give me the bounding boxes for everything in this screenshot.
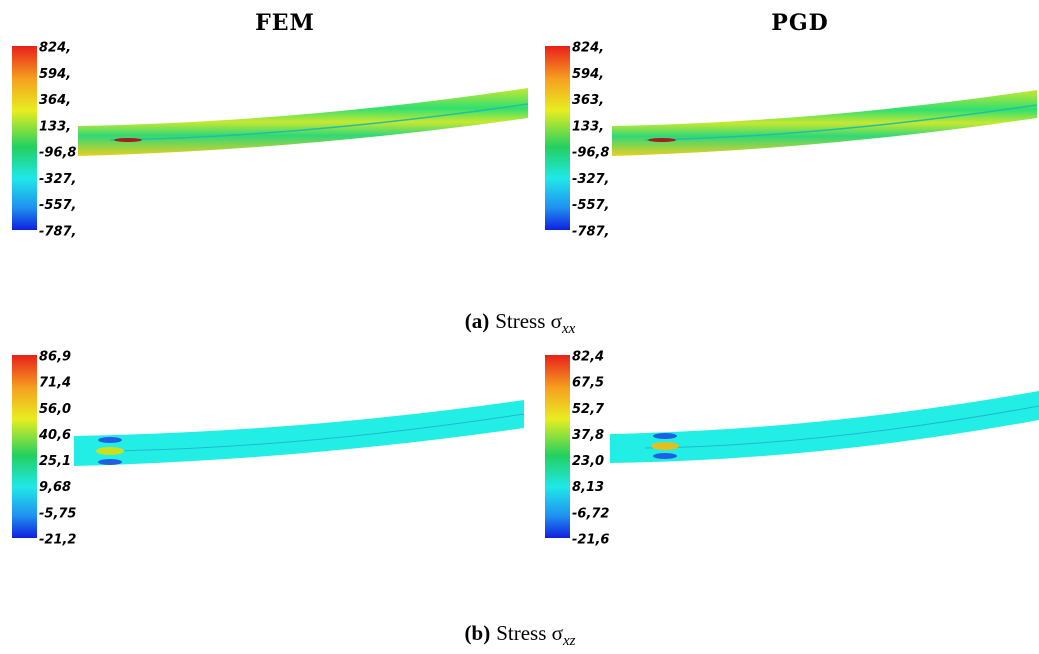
beam — [612, 90, 1037, 156]
colorbar-label: 364, — [39, 93, 71, 108]
colorbar-label: 133, — [572, 119, 604, 134]
colorbar-label: -327, — [39, 172, 76, 187]
slot — [644, 104, 1038, 141]
colorbar-label: 9,68 — [39, 480, 71, 495]
column-header: FEM — [255, 10, 315, 36]
colorbar — [545, 46, 570, 230]
colorbar-label: -787, — [39, 225, 76, 240]
colorbar-label: 8,13 — [572, 480, 604, 495]
caption-text: Stress σ — [495, 309, 562, 333]
colorbar-label: -557, — [572, 198, 609, 213]
colorbar-label: -787, — [572, 225, 609, 240]
beam — [74, 400, 524, 466]
colorbar — [12, 46, 37, 230]
hotspot — [114, 138, 142, 142]
caption-label: (b) — [465, 621, 491, 645]
colorbar-label: 52,7 — [572, 402, 605, 417]
colorbar-label: 25,1 — [39, 454, 71, 469]
colorbar — [545, 355, 570, 538]
caption-subscript: xz — [562, 633, 576, 649]
colorbar-label: 594, — [572, 67, 604, 82]
hotspot — [648, 138, 676, 142]
colorbar-label: 67,5 — [572, 376, 604, 391]
colorbar — [12, 355, 37, 538]
colorbar-label: 86,9 — [39, 350, 71, 365]
caption-subscript: xx — [561, 321, 576, 337]
colorbar-label: 40,6 — [38, 428, 71, 443]
colorbar-label: 363, — [572, 93, 604, 108]
slot — [644, 405, 1039, 449]
colorbar-label: -21,6 — [572, 533, 609, 548]
colorbar-label: -327, — [572, 172, 609, 187]
colorbar-label: 824, — [39, 41, 71, 56]
colorbar-label: 133, — [39, 119, 71, 134]
colorbar-label: -5,75 — [39, 506, 76, 521]
colorbar-label: -6,72 — [572, 506, 609, 521]
colorbar-label: -557, — [39, 198, 76, 213]
hotspot — [651, 442, 679, 450]
colorbar-label: -96,8 — [572, 146, 609, 161]
hotspot — [653, 453, 677, 459]
slot — [109, 103, 529, 141]
column-header: PGD — [771, 10, 828, 36]
colorbar-label: 71,4 — [39, 376, 71, 391]
beam — [610, 391, 1039, 463]
colorbar-label: 594, — [39, 67, 71, 82]
caption-text: Stress σ — [496, 621, 563, 645]
colorbar-label: 23,0 — [572, 454, 604, 469]
caption: (a) Stress σxx — [465, 309, 576, 337]
hotspot — [98, 437, 122, 443]
colorbar-label: -21,2 — [39, 533, 76, 548]
caption: (b) Stress σxz — [465, 621, 576, 649]
hotspot — [96, 447, 124, 455]
colorbar-label: 82,4 — [572, 350, 604, 365]
colorbar-label: 56,0 — [39, 402, 71, 417]
colorbar-label: 37,8 — [572, 428, 604, 443]
colorbar-label: 824, — [572, 41, 604, 56]
colorbar-label: -96,8 — [39, 146, 76, 161]
hotspot — [98, 459, 122, 465]
caption-label: (a) — [465, 309, 490, 333]
hotspot — [653, 433, 677, 439]
beam — [78, 88, 528, 156]
slot — [109, 413, 525, 452]
